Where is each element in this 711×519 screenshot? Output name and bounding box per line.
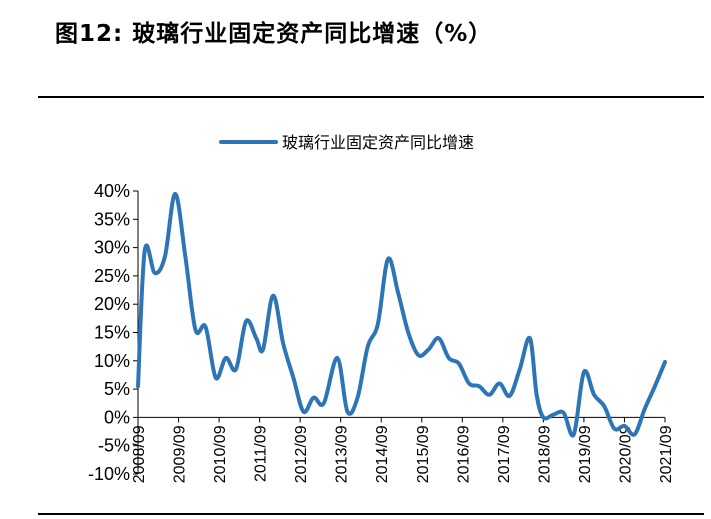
legend: 玻璃行业固定资产同比增速 [219,133,474,152]
x-axis: 2008/09 2009/09 2010/09 2011/09 2012/09 2013/… [131,416,675,483]
y-tick-label: 0% [104,407,130,427]
x-tick-label: 2010/09 [212,425,229,483]
y-axis: -10% -5% 0% 5% 10% 15% 20% 25% 30% 35% 40% [88,181,139,484]
x-tick-label: 2008/09 [131,425,148,483]
y-tick-label: -10% [88,464,130,484]
legend-label: 玻璃行业固定资产同比增速 [282,133,474,152]
x-tick-label: 2020/09 [617,425,634,483]
x-tick-label: 2019/09 [577,425,594,483]
x-tick-label: 2012/09 [293,425,310,483]
y-tick-label: 35% [94,209,130,229]
y-tick-label: 30% [94,238,130,258]
x-tick-label: 2021/09 [658,425,675,483]
x-tick-label: 2015/09 [415,425,432,483]
x-tick-label: 2014/09 [374,425,391,483]
y-tick-label: 15% [94,323,130,343]
y-tick-label: 10% [94,351,130,371]
top-rule [38,96,704,98]
x-tick-label: 2016/09 [455,425,472,483]
y-tick-label: -5% [98,436,130,456]
plot-area [136,191,667,438]
x-tick-label: 2011/09 [253,425,270,482]
x-tick-label: 2013/09 [334,425,351,483]
bottom-rule [38,513,704,515]
x-tick-label: 2009/09 [172,425,189,483]
y-tick-label: 20% [94,294,130,314]
x-tick-label: 2018/09 [536,425,553,483]
y-tick-label: 40% [94,181,130,201]
y-tick-label: 5% [104,379,130,399]
y-tick-label: 25% [94,266,130,286]
series-line-0 [136,191,667,438]
figure-title: 图12: 玻璃行业固定资产同比增速（%） [55,21,493,47]
x-tick-label: 2017/09 [496,425,513,483]
